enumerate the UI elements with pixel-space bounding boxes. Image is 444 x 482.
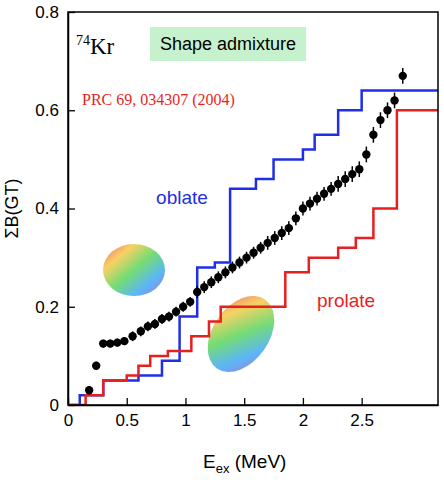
- tick: 2.5: [350, 398, 374, 430]
- data-point: [106, 339, 114, 347]
- data-point: [285, 224, 293, 232]
- shape-box-label: Shape admixture: [160, 34, 296, 54]
- shape-box-bg: [150, 27, 306, 61]
- data-point: [214, 273, 222, 281]
- x-axis: 0 0.5 1 1.5 2 2.5: [64, 398, 439, 430]
- shape-box: Shape admixture: [150, 27, 306, 61]
- tick-mark: [68, 12, 75, 13]
- data-point: [320, 190, 328, 198]
- nucleus-label: 74Kr: [76, 33, 115, 59]
- series-label: prolate: [317, 290, 375, 311]
- data-point: [306, 199, 314, 207]
- data-point: [313, 194, 321, 202]
- x-axis-title-part: E: [203, 451, 216, 472]
- data-point: [137, 327, 145, 335]
- data-point: [113, 338, 121, 346]
- data-point: [383, 106, 391, 114]
- tick: 0.8: [35, 3, 75, 22]
- tick-label: 1: [181, 411, 190, 430]
- tick-label: 1.5: [233, 411, 257, 430]
- tick-mark: [68, 110, 75, 111]
- data-point: [341, 175, 349, 183]
- data-point: [292, 214, 300, 222]
- data-point: [186, 298, 194, 306]
- data-point: [85, 386, 93, 394]
- data-point: [228, 263, 236, 271]
- data-point: [179, 303, 187, 311]
- data-point: [128, 332, 136, 340]
- data-point: [151, 320, 159, 328]
- data-point: [355, 165, 363, 173]
- data-point: [263, 239, 271, 247]
- data-point: [299, 204, 307, 212]
- series-label: oblate: [156, 187, 208, 208]
- data-point: [390, 96, 398, 104]
- data-point: [334, 180, 342, 188]
- data-point: [399, 72, 407, 80]
- tick: 1: [181, 398, 190, 430]
- tick: 0.4: [35, 199, 75, 218]
- tick-label: 0.8: [35, 3, 59, 22]
- tick-mark: [303, 398, 304, 405]
- data-point: [235, 258, 243, 266]
- step-line: [68, 110, 438, 405]
- data-point: [221, 268, 229, 276]
- data-point: [369, 131, 377, 139]
- tick-label: 0: [64, 411, 73, 430]
- tick: 0.2: [35, 298, 75, 317]
- data-point: [376, 116, 384, 124]
- data-point: [207, 278, 215, 286]
- axis-line: [69, 405, 439, 407]
- tick-label: 0.4: [35, 199, 59, 218]
- data-point: [120, 337, 128, 345]
- chart: 0 0.5 1 1.5 2 2.5 0 0.2 0.4 0.6 0.8 oblate prolate 74…: [0, 0, 444, 482]
- tick-label: 0: [50, 396, 59, 415]
- plot-frame: [68, 12, 438, 405]
- tick-label: 2.5: [350, 411, 374, 430]
- x-axis-title-part: ex: [216, 461, 230, 476]
- mass-number: 74: [76, 33, 90, 48]
- data-point: [172, 307, 180, 315]
- tick: 0: [50, 396, 75, 415]
- tick-label: 0.6: [35, 101, 59, 120]
- data-point: [362, 150, 370, 158]
- data-point: [327, 185, 335, 193]
- data-point: [200, 283, 208, 291]
- tick-mark: [127, 398, 128, 405]
- reference: PRC 69, 034307 (2004): [82, 91, 235, 109]
- y-axis: 0 0.2 0.4 0.6 0.8: [35, 3, 75, 415]
- data-point: [193, 288, 201, 296]
- tick: 1.5: [233, 398, 257, 430]
- data-point: [249, 249, 257, 257]
- x-axis-title: Eex (MeV): [203, 451, 286, 476]
- step-line: [68, 91, 438, 405]
- tick-label: 2: [299, 411, 308, 430]
- data-point: [256, 244, 264, 252]
- element-symbol: Kr: [90, 34, 115, 59]
- tick-mark: [68, 307, 75, 308]
- x-axis-title-part: (MeV): [229, 451, 286, 472]
- data-point: [271, 234, 279, 242]
- tick-mark: [244, 398, 245, 405]
- tick-mark: [68, 405, 75, 406]
- shape-icons: [103, 244, 288, 384]
- plot: 0 0.5 1 1.5 2 2.5 0 0.2 0.4 0.6 0.8 oblate prolate 74…: [35, 3, 438, 430]
- tick-mark: [68, 208, 75, 209]
- data-point: [92, 362, 100, 370]
- tick-label: 0.5: [115, 411, 139, 430]
- tick-label: 0.2: [35, 298, 59, 317]
- oblate-shape: [103, 244, 165, 296]
- tick: 2: [299, 398, 308, 430]
- data-point: [278, 229, 286, 237]
- tick-mark: [185, 398, 186, 405]
- tick: 0.6: [35, 101, 75, 120]
- data-points: [85, 68, 407, 394]
- data-point: [242, 253, 250, 261]
- y-axis-title: ΣB(GT): [2, 178, 22, 238]
- marks: [68, 68, 438, 405]
- tick: 0.5: [115, 398, 139, 430]
- data-point: [348, 170, 356, 178]
- data-point: [165, 312, 173, 320]
- tick-mark: [362, 398, 363, 405]
